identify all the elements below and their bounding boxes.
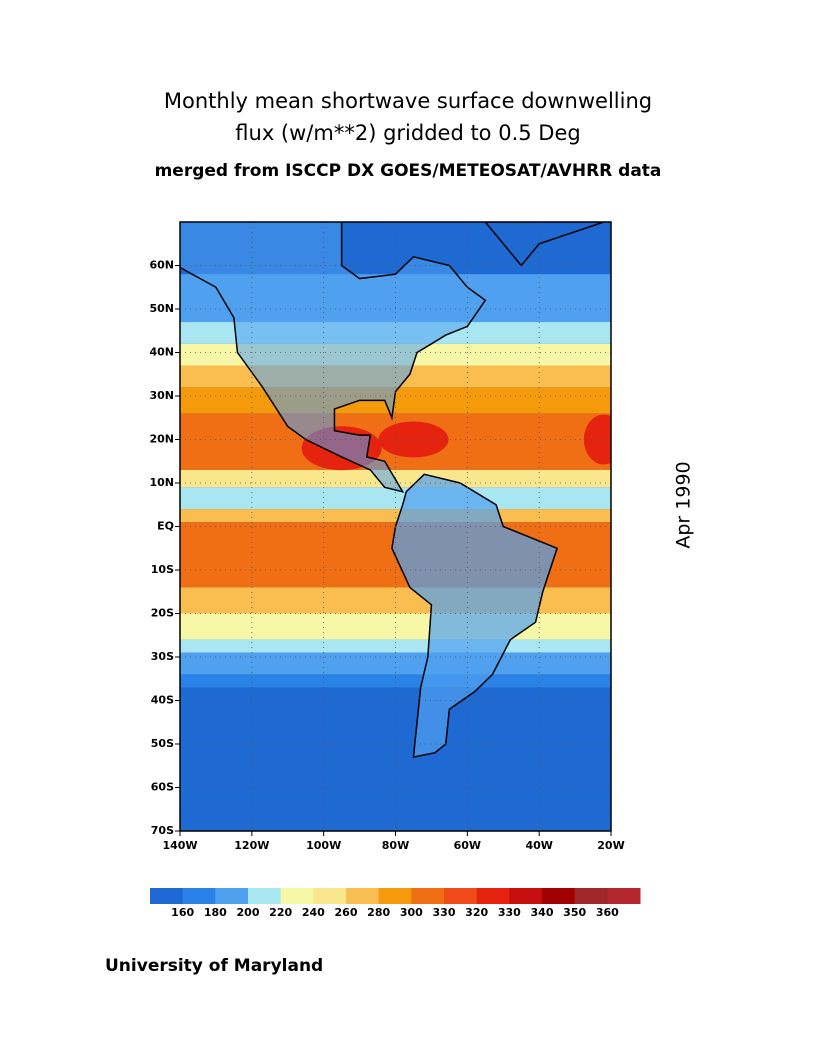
lat-label: 20S [151,607,174,620]
colorbar-swatch [574,888,608,904]
colorbar-label: 350 [563,906,586,919]
colorbar-label: 180 [204,906,227,919]
colorbar-label: 340 [531,906,554,919]
field-band [180,652,611,675]
lat-label: 60S [151,781,174,794]
land-shading [180,222,486,492]
field-patch [583,414,611,465]
lon-label: 40W [525,839,552,852]
colorbar-swatch [476,888,510,904]
colorbar-swatch [444,888,478,904]
lat-label: 50N [149,302,174,315]
colorbar-swatch [182,888,216,904]
coastline [391,473,559,758]
footer: University of Maryland [105,956,323,976]
lon-label: 80W [382,839,409,852]
colorbar-label: 240 [302,906,325,919]
colorbar-swatch [248,888,282,904]
lon-label: 20W [597,839,624,852]
land-shading [391,474,558,758]
lat-label: 10N [149,476,174,489]
lon-label: 120W [234,839,269,852]
colorbar-swatch [280,888,314,904]
lat-label: 10S [151,563,174,576]
date-label: Apr 1990 [673,461,695,548]
field-band [180,487,611,510]
coastline [484,222,605,267]
colorbar-label: 220 [269,906,292,919]
colorbar-swatch [542,888,576,904]
colorbar-swatch [346,888,380,904]
lon-label: 140W [162,839,197,852]
lat-label: 70S [151,824,174,837]
lat-label: 40S [151,694,174,707]
colorbar-label: 160 [171,906,194,919]
lat-label: 30S [151,650,174,663]
colorbar-swatch [378,888,412,904]
lon-label: 100W [306,839,341,852]
subtitle: merged from ISCCP DX GOES/METEOSAT/AVHRR… [155,161,662,181]
title-line: Monthly mean shortwave surface downwelli… [164,89,652,113]
colorbar-label: 320 [465,906,488,919]
colorbar-label: 260 [335,906,358,919]
field-band [180,639,611,653]
field-patch [378,421,449,458]
colorbar-label: 360 [596,906,619,919]
colorbar-label: 330 [498,906,521,919]
colorbar-label: 300 [400,906,423,919]
colorbar-swatch [509,888,543,904]
colorbar-swatch [150,888,184,904]
colorbar-swatch [411,888,445,904]
lat-label: 40N [149,346,174,359]
colorbar-label: 200 [237,906,260,919]
field-band [180,587,611,614]
field-band [180,509,611,523]
colorbar-swatch [215,888,249,904]
title-line: flux (w/m**2) gridded to 0.5 Deg [235,121,580,145]
lat-label: 30N [149,389,174,402]
field-band [180,674,611,688]
lat-label: 60N [149,259,174,272]
colorbar-swatch [607,888,641,904]
map-field [180,222,611,831]
colorbar-label: 330 [433,906,456,919]
colorbar-label: 280 [367,906,390,919]
coastline [180,222,487,493]
lat-label: 20N [149,433,174,446]
lat-label: 50S [151,737,174,750]
lon-label: 60W [454,839,481,852]
colorbar-swatch [313,888,347,904]
lat-label: EQ [157,520,174,533]
